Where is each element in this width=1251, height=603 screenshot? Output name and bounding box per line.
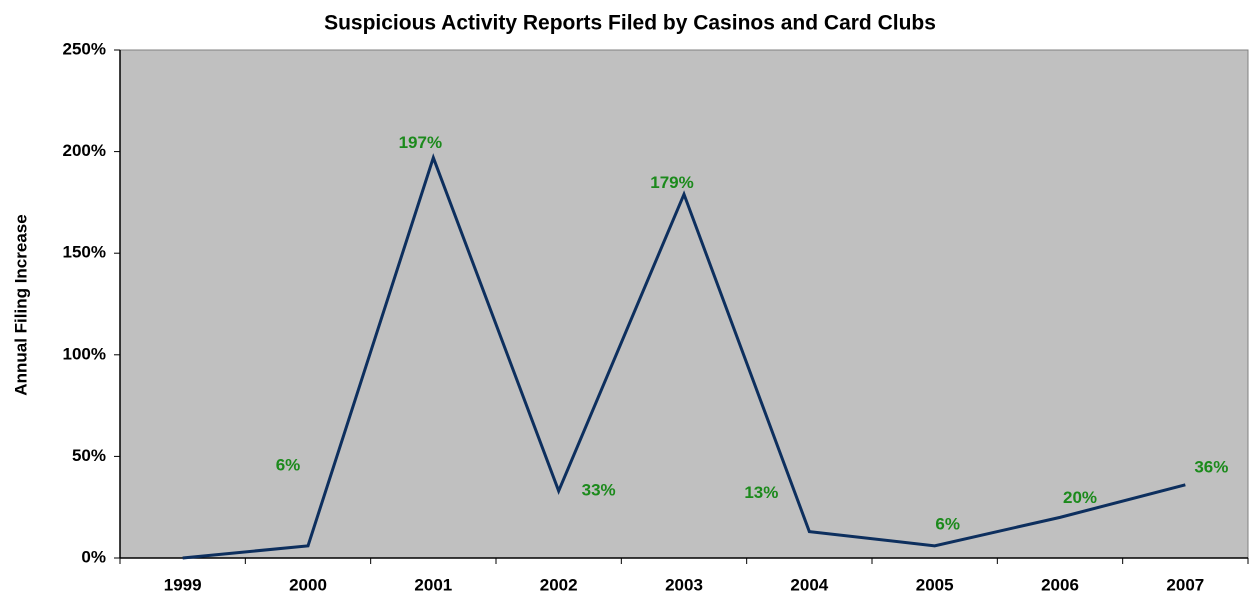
y-tick-label: 150% xyxy=(63,243,106,262)
y-axis-label: Annual Filing Increase xyxy=(11,214,30,395)
data-label: 33% xyxy=(582,480,616,499)
data-label: 36% xyxy=(1194,457,1228,476)
y-tick-label: 0% xyxy=(81,547,106,566)
x-tick-label: 2003 xyxy=(665,575,703,594)
y-tick-label: 250% xyxy=(63,39,106,58)
data-label: 6% xyxy=(935,514,960,533)
data-label: 20% xyxy=(1063,488,1097,507)
y-tick-label: 200% xyxy=(63,141,106,160)
x-tick-label: 2002 xyxy=(540,575,578,594)
data-label: 13% xyxy=(744,483,778,502)
x-tick-label: 2005 xyxy=(916,575,954,594)
x-tick-label: 2007 xyxy=(1166,575,1204,594)
plot-area xyxy=(119,49,1249,559)
y-tick-label: 50% xyxy=(72,446,106,465)
data-label: 6% xyxy=(276,455,301,474)
x-tick-label: 2000 xyxy=(289,575,327,594)
data-label: 197% xyxy=(399,133,442,152)
x-tick-label: 2006 xyxy=(1041,575,1079,594)
x-tick-label: 2001 xyxy=(414,575,452,594)
y-tick-label: 100% xyxy=(63,344,106,363)
x-tick-label: 1999 xyxy=(164,575,202,594)
chart-title: Suspicious Activity Reports Filed by Cas… xyxy=(324,12,936,35)
line xyxy=(182,153,1186,560)
x-tick-label: 2004 xyxy=(790,575,828,594)
data-label: 179% xyxy=(650,173,693,192)
